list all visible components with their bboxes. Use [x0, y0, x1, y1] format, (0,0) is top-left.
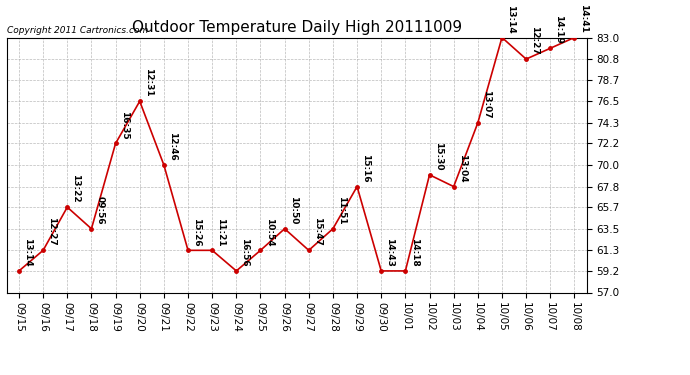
Text: 13:22: 13:22 [72, 174, 81, 203]
Text: Copyright 2011 Cartronics.com: Copyright 2011 Cartronics.com [7, 26, 148, 35]
Text: 12:31: 12:31 [144, 69, 153, 97]
Text: 09:56: 09:56 [96, 196, 105, 225]
Text: 12:46: 12:46 [168, 132, 177, 161]
Text: 15:16: 15:16 [362, 154, 371, 182]
Text: 15:26: 15:26 [193, 217, 201, 246]
Text: 12:27: 12:27 [48, 217, 57, 246]
Text: 14:43: 14:43 [386, 238, 395, 267]
Text: 16:56: 16:56 [241, 238, 250, 267]
Text: 10:50: 10:50 [289, 196, 298, 225]
Text: 16:35: 16:35 [120, 111, 129, 139]
Text: 14:41: 14:41 [579, 4, 588, 33]
Text: 13:07: 13:07 [482, 90, 491, 118]
Text: 15:47: 15:47 [313, 217, 322, 246]
Text: 14:19: 14:19 [555, 15, 564, 44]
Text: 12:27: 12:27 [531, 26, 540, 55]
Text: 11:51: 11:51 [337, 196, 346, 225]
Text: 13:14: 13:14 [506, 4, 515, 33]
Text: 14:18: 14:18 [410, 238, 419, 267]
Text: 13:14: 13:14 [23, 238, 32, 267]
Text: 15:30: 15:30 [434, 142, 443, 171]
Title: Outdoor Temperature Daily High 20111009: Outdoor Temperature Daily High 20111009 [132, 20, 462, 35]
Text: 11:21: 11:21 [217, 217, 226, 246]
Text: 13:04: 13:04 [458, 154, 467, 182]
Text: 10:54: 10:54 [265, 217, 274, 246]
